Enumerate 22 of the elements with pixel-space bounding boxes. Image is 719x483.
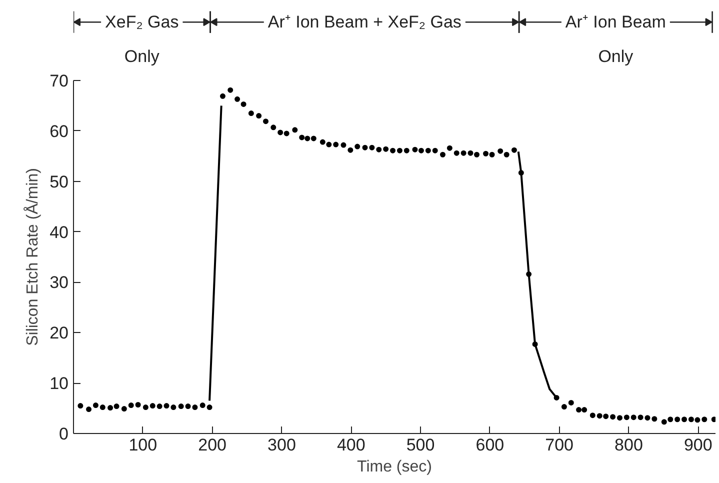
text: Ar⁺ Ion Beam + XeF₂ Gas xyxy=(268,12,462,32)
x-tick-label: 500 xyxy=(406,436,435,454)
x-tick-label: 900 xyxy=(684,436,712,454)
text: XeF₂ Gas Only xyxy=(105,12,179,66)
x-tick-label: 300 xyxy=(268,436,296,454)
y-tick-label: 30 xyxy=(50,273,69,292)
x-tick-label: 800 xyxy=(614,436,643,454)
y-tick-label: 20 xyxy=(50,324,69,343)
y-axis-title: Silicon Etch Rate (Å/min) xyxy=(24,168,42,346)
x-tick-label: 100 xyxy=(128,436,158,454)
text: Ar⁺ Ion Beam Only xyxy=(565,12,666,66)
x-tick-label: 600 xyxy=(476,436,504,454)
y-tick-label: 60 xyxy=(50,122,69,141)
x-tick-label: 700 xyxy=(545,436,574,454)
y-tick-label: 10 xyxy=(50,374,69,394)
x-axis-title: Time (sec) xyxy=(357,458,432,476)
y-tick-label: 50 xyxy=(50,172,69,192)
x-tick-label: 400 xyxy=(336,436,366,454)
y-tick-label: 0 xyxy=(59,424,69,444)
y-tick-label: 70 xyxy=(50,72,69,90)
x-tick-label: 200 xyxy=(198,436,227,454)
y-tick-label: 40 xyxy=(50,222,69,242)
